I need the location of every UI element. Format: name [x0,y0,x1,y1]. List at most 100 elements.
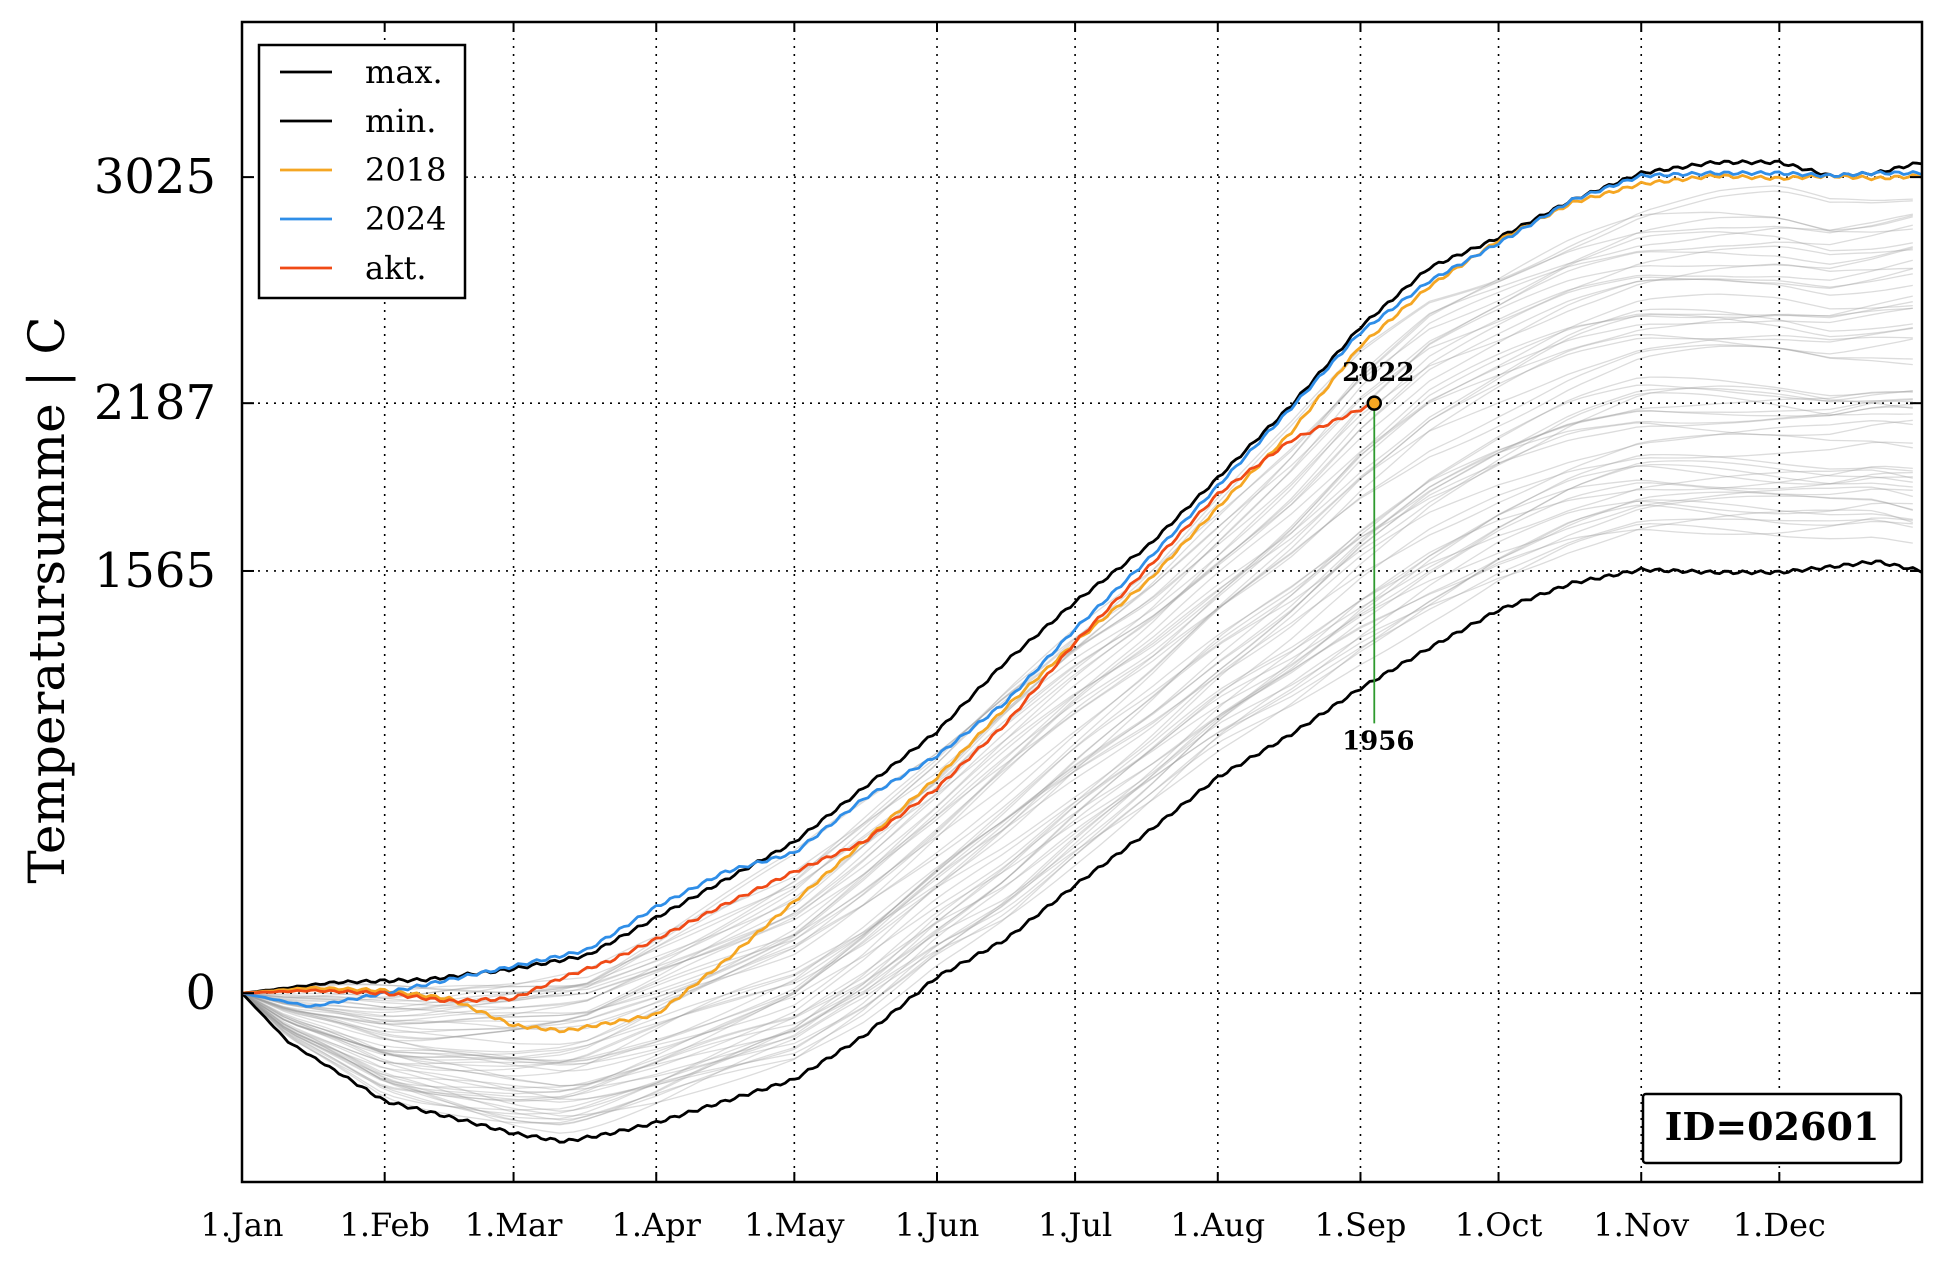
historical-year-line [241,403,1913,1062]
historical-year-line [241,465,1913,1089]
legend-label: 2018 [365,151,446,189]
historical-year-line [241,273,1913,1017]
x-tick-label: 1.Mar [465,1206,563,1244]
legend: max. min. 2018 2024 akt. [257,43,467,300]
historical-year-line [241,246,1913,1011]
historical-year-line [241,216,1913,1004]
historical-years-layer [241,185,1914,1134]
historical-year-line [241,406,1913,1072]
historical-year-line [241,344,1913,1053]
historical-year-line [241,433,1913,1093]
historical-year-line [241,453,1913,1095]
axis-layer: 1.Jan 1.Feb 1.Mar 1.Apr 1.May 1.Jun 1.Jul 1.Aug… [94,22,1922,1244]
x-tick-label: 1.Nov [1593,1206,1689,1244]
current-marker-layer: 2022 1956 [1342,358,1414,756]
historical-year-line [241,245,1913,1009]
x-tick-label: 1.Aug [1170,1206,1265,1244]
historical-year-line [241,500,1913,1103]
historical-year-line [241,471,1913,1091]
historical-year-line [241,491,1913,1120]
historical-year-line [241,420,1913,1087]
id-box-frame [1641,1092,1903,1165]
historical-year-line [241,307,1913,1031]
historical-year-line [241,333,1913,1042]
historical-year-line [241,259,1913,1014]
historical-year-line [241,495,1913,1126]
historical-year-line [241,504,1913,1111]
historical-year-line [241,295,1913,1023]
historical-year-line [241,499,1913,1115]
x-tick-label: 1.Jul [1038,1206,1112,1244]
historical-year-line [241,391,1913,1066]
series-line-min [240,559,1923,1144]
y-tick-label: 1565 [94,543,216,599]
series-line-2024 [241,170,1923,1008]
historical-year-line [241,419,1913,1065]
x-tick-label: 1.Feb [339,1206,429,1244]
historical-year-line [241,231,1913,1011]
legend-label: akt. [365,249,427,287]
historical-year-line [241,509,1914,1134]
historical-year-line [241,465,1913,1101]
plot-frame [240,20,1924,1184]
y-tick-label: 2187 [94,375,216,431]
current-point-marker [1366,395,1383,411]
y-tick-label: 0 [185,965,216,1021]
historical-year-line [241,263,1913,1018]
plot-background [242,22,1922,1182]
historical-year-line [241,376,1913,1061]
historical-year-line [241,385,1913,1077]
historical-year-line [241,214,1913,998]
y-axis-label: Temperatursumme | C [18,316,76,883]
historical-year-line [241,213,1913,998]
historical-year-line [241,307,1913,1025]
series-line-akt [241,402,1375,1004]
series-line-max [241,159,1923,995]
x-tick-label: 1.Jun [895,1206,980,1244]
id-box-label: ID=02601 [1665,1104,1880,1149]
historical-year-line [241,482,1913,1099]
legend-label: min. [365,102,436,140]
annotation-label: 2022 [1342,358,1414,388]
legend-box [257,43,467,300]
id-box: ID=02601 [1641,1092,1903,1165]
historical-year-line [241,313,1913,1040]
x-tick-label: 1.Jan [200,1206,283,1244]
legend-label: max. [365,53,443,91]
historical-year-line [241,486,1913,1121]
historical-year-line [241,268,1913,1018]
historical-year-line [241,517,1913,1117]
x-tick-label: 1.Dec [1733,1206,1826,1244]
historical-year-line [241,327,1913,1033]
historical-year-line [241,523,1913,1124]
series-layer [240,159,1923,1144]
historical-year-line [241,384,1913,1058]
historical-year-line [241,278,1913,1024]
historical-year-line [241,463,1913,1101]
historical-year-line [241,441,1913,1087]
historical-year-line [241,308,1913,1039]
historical-year-line [241,345,1913,1059]
historical-year-line [241,185,1913,994]
y-tick-label: 3025 [94,149,216,205]
historical-year-line [241,224,1913,1001]
historical-year-line [241,392,1913,1072]
historical-year-line [241,518,1913,1125]
historical-year-line [241,247,1913,1009]
x-tick-label: 1.Oct [1455,1206,1543,1244]
legend-label: 2024 [365,200,446,238]
grid-layer [242,22,1922,1182]
x-tick-label: 1.Apr [612,1206,702,1244]
x-tick-label: 1.Sep [1315,1206,1407,1244]
x-tick-label: 1.May [744,1206,844,1244]
annotation-label: 1956 [1342,726,1414,756]
historical-year-line [241,301,1913,1025]
historical-year-line [241,460,1913,1102]
historical-year-line [241,334,1913,1045]
historical-year-line [241,469,1913,1112]
historical-year-line [241,387,1913,1067]
historical-year-line [241,398,1913,1063]
historical-year-line [241,398,1913,1065]
